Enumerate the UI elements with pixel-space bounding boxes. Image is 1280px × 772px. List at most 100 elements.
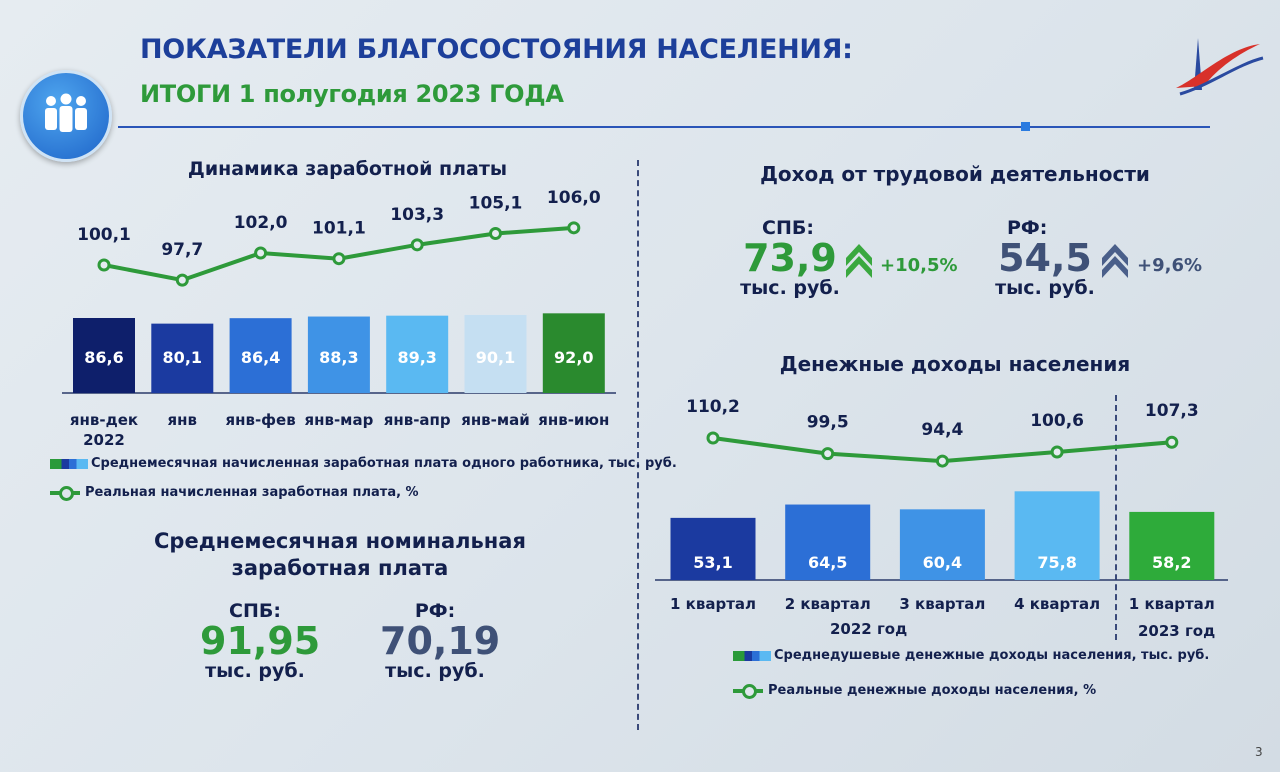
nominal-spb: СПБ: 91,95 тыс. руб. [200, 600, 321, 682]
bar [151, 323, 214, 393]
bar [386, 315, 449, 393]
bar-value-label: 89,3 [397, 348, 436, 367]
rf-income-change: +9,6% [1137, 255, 1203, 276]
category-label: 3 квартал [899, 595, 985, 613]
line-value-label: 100,1 [77, 225, 131, 245]
legend-bar-swatch [50, 458, 88, 469]
page-number: 3 [1255, 745, 1263, 759]
nominal-wage-title: Среднемесячная номинальная заработная пла… [100, 528, 580, 582]
rf-label: РФ: [414, 600, 456, 622]
bar-value-label: 92,0 [554, 348, 593, 367]
category-label: янв-фев [225, 411, 295, 429]
line-value-label: 107,3 [1145, 401, 1199, 421]
spb-income-value: 73,9 [743, 236, 837, 280]
line-value-label: 105,1 [469, 194, 523, 214]
category-label: 2 квартал [785, 595, 871, 613]
bar-value-label: 90,1 [476, 348, 515, 367]
legend-bar-2: Среднедушевые денежные доходы населения,… [733, 648, 1209, 663]
income-rf: РФ: 54,5 тыс. руб. [995, 217, 1095, 299]
bar-value-label: 75,8 [1037, 553, 1076, 572]
bar [464, 314, 527, 393]
rf-income-label: РФ: [1007, 217, 1048, 239]
line-value-label: 94,4 [921, 420, 963, 440]
legend-line-2: Реальные денежные доходы населения, % [733, 683, 1096, 699]
group-label-2022: 2022 год [830, 620, 908, 638]
legend-line-label: Реальная начисленная заработная плата, % [85, 485, 419, 500]
category-label: янв-мар [304, 411, 373, 429]
category-label: янв-июн [538, 411, 609, 429]
line-value-label: 97,7 [161, 240, 203, 260]
bar [1014, 491, 1100, 580]
spb-income-label: СПБ: [762, 217, 814, 239]
bar [542, 313, 605, 393]
legend-bar-label: Среднемесячная начисленная заработная пл… [91, 456, 677, 471]
bar [229, 318, 292, 393]
spb-income-change: +10,5% [880, 255, 958, 276]
line-point [97, 258, 111, 272]
line-point [935, 454, 949, 468]
bar-value-label: 64,5 [808, 553, 847, 572]
bar-value-label: 53,1 [693, 553, 732, 572]
income-spb: СПБ: 73,9 тыс. руб. [740, 217, 840, 299]
line-point [175, 273, 189, 287]
header-divider [118, 126, 1210, 128]
category-label: 4 квартал [1014, 595, 1100, 613]
line-point [706, 431, 720, 445]
rf-income-value: 54,5 [998, 236, 1092, 280]
legend-line-swatch [733, 683, 763, 699]
spb-nominal-value: 91,95 [200, 619, 321, 663]
line-value-label: 100,6 [1030, 411, 1084, 431]
legend-line: Реальная начисленная заработная плата, % [50, 485, 419, 501]
line-value-label: 99,5 [807, 413, 849, 433]
legend-line-swatch [50, 485, 80, 501]
category-label: 2022 [83, 431, 125, 449]
line-point [254, 246, 268, 260]
bar-value-label: 80,1 [163, 348, 202, 367]
line-value-label: 102,0 [234, 213, 288, 233]
legend-bar: Среднемесячная начисленная заработная пл… [50, 456, 677, 471]
bar [307, 316, 370, 393]
rf-income-unit: тыс. руб. [995, 277, 1095, 299]
bar [670, 517, 756, 580]
line-point [489, 227, 502, 240]
page-title: ПОКАЗАТЕЛИ БЛАГОСОСТОЯНИЯ НАСЕЛЕНИЯ: [140, 34, 853, 65]
bar-value-label: 60,4 [923, 553, 962, 572]
category-label: янв [168, 411, 198, 429]
category-label: янв-дек [70, 411, 138, 429]
chevron-up-icon [1102, 244, 1128, 278]
spb-unit: тыс. руб. [205, 660, 305, 682]
spb-income-unit: тыс. руб. [740, 277, 840, 299]
wage-section-title: Динамика заработной платы [187, 158, 508, 180]
category-label: янв-апр [384, 411, 451, 429]
category-label: янв-май [461, 411, 530, 429]
nominal-title-line1: Среднемесячная номинальная [154, 529, 526, 553]
page-subtitle: ИТОГИ 1 полугодия 2023 ГОДА [140, 80, 564, 108]
bar [785, 504, 871, 580]
bar [73, 318, 135, 393]
line-value-label: 103,3 [390, 205, 444, 225]
line-point [567, 221, 581, 235]
bar-value-label: 86,6 [84, 348, 123, 367]
legend-bar-label: Среднедушевые денежные доходы населения,… [774, 648, 1210, 663]
bar [1129, 511, 1215, 580]
category-label: 1 квартал [1129, 595, 1215, 613]
money-income-title: Денежные доходы населения [779, 352, 1131, 376]
income-section-title: Доход от трудовой деятельности [760, 162, 1150, 186]
bar-value-label: 58,2 [1152, 553, 1191, 572]
year-divider [1115, 395, 1117, 640]
category-label: 1 квартал [670, 595, 756, 613]
bar [899, 509, 985, 580]
bar-value-label: 86,4 [241, 348, 280, 367]
nominal-title-line2: заработная плата [231, 556, 449, 580]
column-divider [637, 160, 639, 730]
chevron-up-icon [846, 244, 872, 278]
line-point [332, 252, 346, 266]
line-point [821, 447, 835, 461]
line-value-label: 106,0 [547, 188, 601, 208]
spb-label: СПБ: [229, 600, 281, 622]
logo [1168, 28, 1268, 102]
divider-marker [1021, 122, 1030, 131]
line-point [410, 238, 424, 252]
people-icon [20, 70, 112, 162]
